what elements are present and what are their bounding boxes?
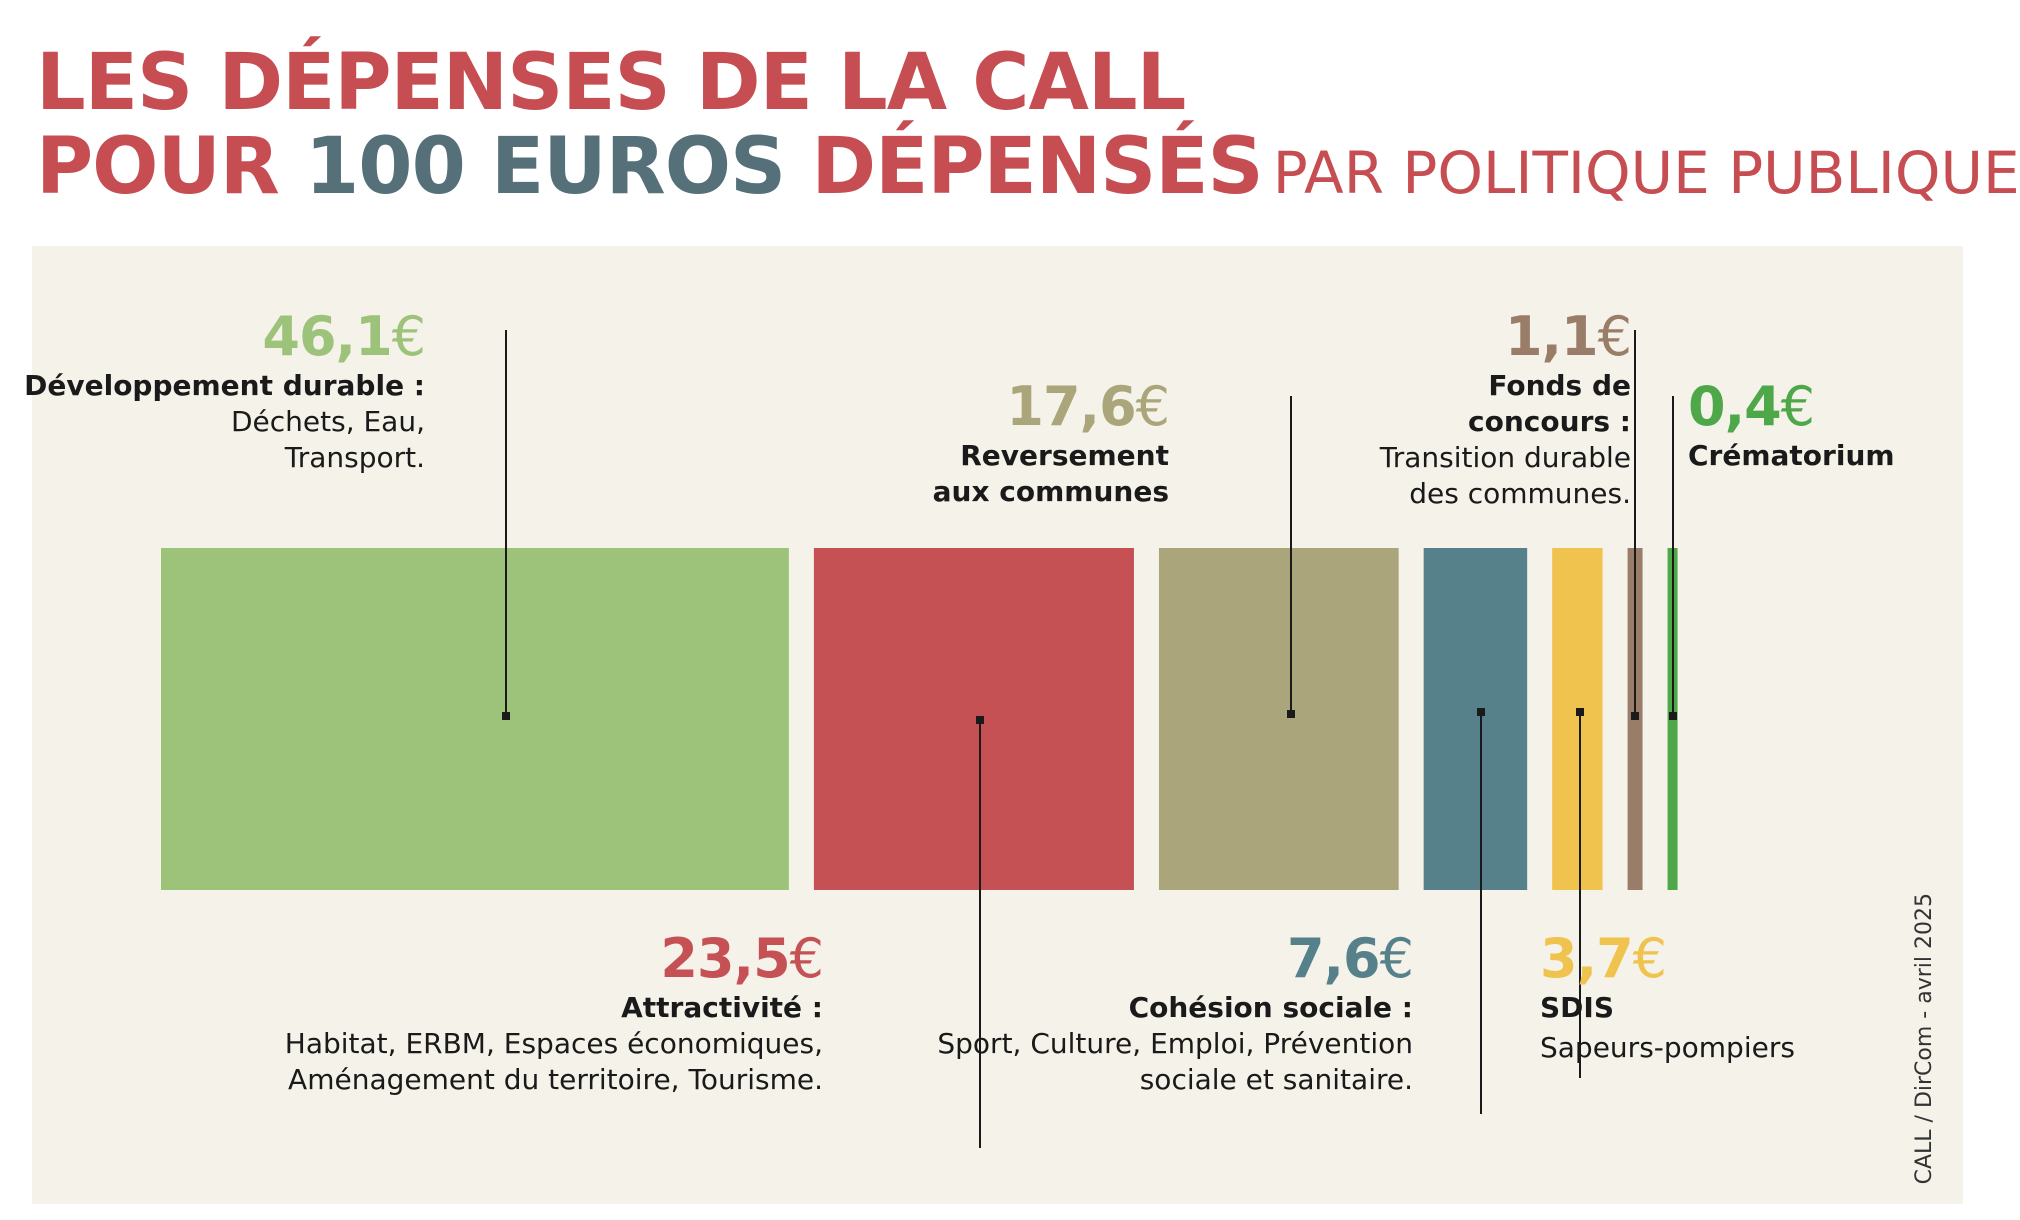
source-credit: CALL / DirCom - avril 2025 <box>1912 892 1937 1184</box>
name-sdis: SDIS <box>1540 991 1614 1024</box>
bar-attractivite <box>813 548 1134 890</box>
desc-cohesion-sociale: Sport, Culture, Emploi, Prévention socia… <box>937 1027 1413 1096</box>
value-label-attractivite: 23,5€ <box>660 927 824 990</box>
bar-developpement-durable <box>161 548 789 890</box>
name-reversement-communes: Reversement aux communes <box>932 439 1169 508</box>
label-reversement-communes: 17,6€ Reversement aux communes <box>929 375 1170 510</box>
leader-anchor-cohesion-sociale <box>1477 708 1485 716</box>
title-number: 100 <box>305 122 466 212</box>
desc-sdis: Sapeurs-pompiers <box>1540 1031 1795 1064</box>
label-fonds-concours: 1,1€ Fonds de concours : Transition dura… <box>1351 305 1632 512</box>
title-depenses: DÉPENSÉS <box>785 122 1263 212</box>
leader-anchor-attractivite <box>976 716 984 724</box>
value-label-crematorium: 0,4€ <box>1688 375 1815 438</box>
leader-anchor-sdis <box>1576 708 1584 716</box>
label-sdis: 3,7€ SDIS Sapeurs-pompiers <box>1540 928 1795 1066</box>
value-label-sdis: 3,7€ <box>1540 927 1667 990</box>
name-developpement-durable: Développement durable : <box>24 369 425 402</box>
leader-anchor-crematorium <box>1669 712 1677 720</box>
name-crematorium: Crématorium <box>1688 439 1895 472</box>
name-cohesion-sociale: Cohésion sociale : <box>1128 991 1413 1024</box>
label-attractivite: 23,5€ Attractivité : Habitat, ERBM, Espa… <box>263 927 824 1098</box>
desc-developpement-durable: Déchets, Eau, Transport. <box>230 405 425 474</box>
value-label-developpement-durable: 46,1€ <box>262 305 426 368</box>
chart-svg <box>161 330 1678 1148</box>
leader-anchor-fonds-concours <box>1631 712 1639 720</box>
value-label-reversement-communes: 17,6€ <box>1006 375 1170 438</box>
value-label-fonds-concours: 1,1€ <box>1504 305 1632 368</box>
desc-fonds-concours: Transition durable des communes. <box>1379 441 1631 510</box>
label-crematorium: 0,4€ Crématorium <box>1688 376 1895 474</box>
label-developpement-durable: 46,1€ Développement durable : Déchets, E… <box>24 305 426 476</box>
bar-cohesion-sociale <box>1423 548 1528 890</box>
value-label-cohesion-sociale: 7,6€ <box>1286 927 1414 990</box>
chart-subtitle: PAR POLITIQUE PUBLIQUE <box>1272 139 2020 207</box>
bar-sdis <box>1552 548 1603 890</box>
desc-attractivite: Habitat, ERBM, Espaces économiques, Amén… <box>284 1027 823 1096</box>
chart-title-line2: POUR 100 EUROS DÉPENSÉS PAR POLITIQUE PUB… <box>36 122 2020 212</box>
leader-anchor-developpement-durable <box>502 712 510 720</box>
chart-title-line1: LES DÉPENSES DE LA CALL <box>36 38 1186 128</box>
name-attractivite: Attractivité : <box>621 991 823 1024</box>
title-pour: POUR <box>36 122 306 212</box>
title-euros: EUROS <box>464 122 786 212</box>
name-fonds-concours: Fonds de concours : <box>1468 369 1631 438</box>
bar-reversement-communes <box>1158 548 1399 890</box>
leader-anchor-reversement-communes <box>1287 710 1295 718</box>
label-cohesion-sociale: 7,6€ Cohésion sociale : Sport, Culture, … <box>933 927 1414 1098</box>
chart-panel: 46,1€ Développement durable : Déchets, E… <box>24 246 1963 1204</box>
